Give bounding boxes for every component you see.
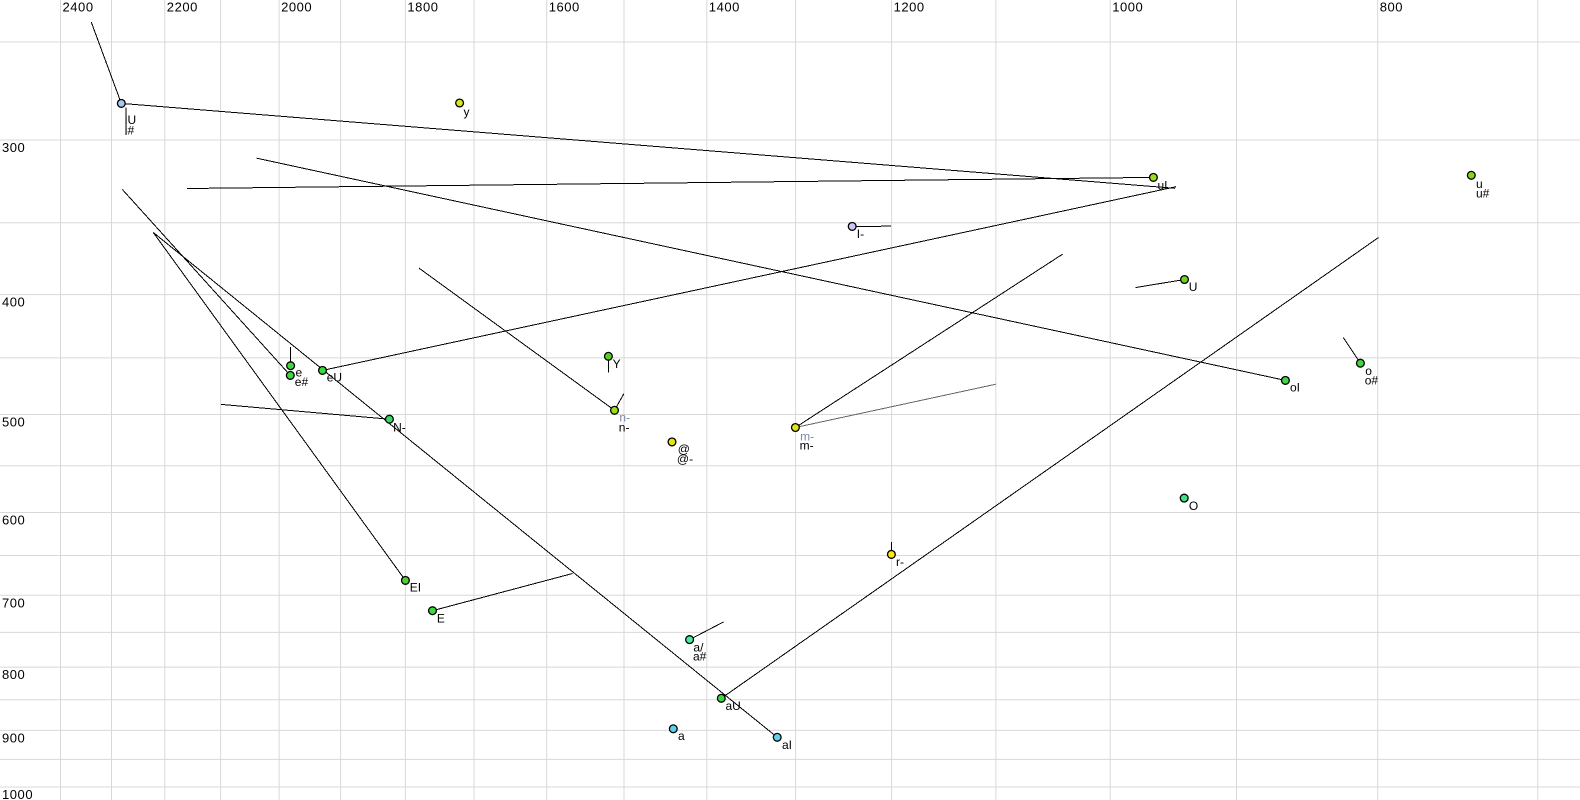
svg-text:1000: 1000 <box>2 787 33 800</box>
svg-text:2200: 2200 <box>167 0 198 15</box>
svg-text:400: 400 <box>2 295 25 310</box>
svg-text:600: 600 <box>2 513 25 528</box>
svg-text:uI: uI <box>1158 179 1168 193</box>
svg-text:m-: m- <box>800 439 814 453</box>
svg-text:eU: eU <box>327 370 342 384</box>
svg-text:m-: m- <box>800 430 814 444</box>
svg-text:a#: a# <box>693 650 707 664</box>
svg-text:n-: n- <box>619 410 630 424</box>
svg-text:800: 800 <box>2 667 25 682</box>
svg-text:u: u <box>1476 177 1483 191</box>
svg-text:y: y <box>464 105 470 119</box>
svg-text:@-: @- <box>677 452 693 466</box>
svg-text:i#: i# <box>125 124 135 138</box>
svg-text:n-: n- <box>619 421 630 435</box>
svg-text:800: 800 <box>1380 0 1403 15</box>
svg-text:o: o <box>1365 364 1372 378</box>
svg-text:700: 700 <box>2 595 25 610</box>
svg-text:oI: oI <box>1290 381 1300 395</box>
svg-text:u#: u# <box>1476 187 1490 201</box>
svg-text:2000: 2000 <box>281 0 312 15</box>
svg-text:E: E <box>437 611 445 625</box>
svg-text:500: 500 <box>2 415 25 430</box>
svg-text:1200: 1200 <box>894 0 925 15</box>
svg-text:@: @ <box>678 442 690 456</box>
svg-text:a: a <box>678 729 685 743</box>
svg-text:EI: EI <box>410 580 421 594</box>
svg-text:900: 900 <box>2 730 25 745</box>
svg-text:e: e <box>296 366 303 380</box>
svg-text:aI: aI <box>782 738 792 752</box>
svg-text:iU: iU <box>125 113 136 127</box>
svg-text:U: U <box>1189 280 1198 294</box>
svg-text:e#: e# <box>295 375 309 389</box>
svg-text:1000: 1000 <box>1112 0 1143 15</box>
svg-text:O: O <box>1189 499 1198 513</box>
svg-text:I-: I- <box>857 227 864 241</box>
svg-text:300: 300 <box>2 140 25 155</box>
svg-text:r-: r- <box>896 555 904 569</box>
svg-text:1600: 1600 <box>549 0 580 15</box>
svg-text:o#: o# <box>1365 374 1379 388</box>
svg-text:Y: Y <box>613 357 621 371</box>
svg-text:1400: 1400 <box>709 0 740 15</box>
svg-text:aU: aU <box>726 699 741 713</box>
svg-text:a/: a/ <box>693 641 704 655</box>
svg-text:1800: 1800 <box>407 0 438 15</box>
svg-text:2400: 2400 <box>63 0 94 15</box>
svg-text:N-: N- <box>393 420 406 434</box>
